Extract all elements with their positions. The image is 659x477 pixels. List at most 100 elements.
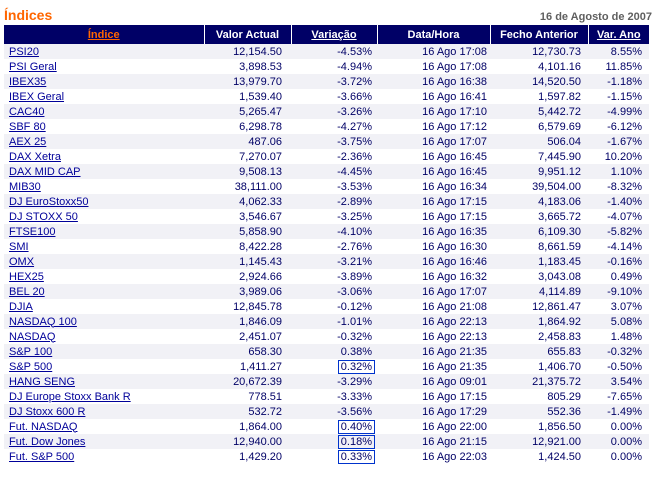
- column-header-var-ano: Var. Ano: [587, 25, 649, 44]
- prev-close-cell: 3,043.08: [490, 269, 588, 284]
- index-link[interactable]: PSI20: [9, 45, 39, 58]
- index-link[interactable]: DJ STOXX 50: [9, 210, 78, 223]
- current-value-cell: 5,265.47: [204, 104, 291, 119]
- prev-close-cell: 14,520.50: [490, 74, 588, 89]
- index-link[interactable]: FTSE100: [9, 225, 56, 238]
- current-value-cell: 1,539.40: [204, 89, 291, 104]
- table-row: IBEX35 13,979.70 -3.72% 16 Ago 16:38 14,…: [4, 74, 649, 89]
- prev-close-cell: 4,183.06: [490, 194, 588, 209]
- datetime-cell: 16 Ago 17:29: [377, 404, 490, 419]
- current-value-cell: 1,145.43: [204, 254, 291, 269]
- index-link[interactable]: DJ Stoxx 600 R: [9, 405, 86, 418]
- ytd-change-cell: 11.85%: [588, 59, 649, 74]
- sort-link-variacao[interactable]: Variação: [311, 28, 357, 41]
- column-header-fecho-anterior: Fecho Anterior: [489, 25, 588, 44]
- ytd-change-cell: 8.55%: [588, 44, 649, 59]
- index-link[interactable]: IBEX35: [9, 75, 47, 88]
- index-link[interactable]: Fut. NASDAQ: [9, 420, 78, 433]
- prev-close-cell: 8,661.59: [490, 239, 588, 254]
- prev-close-cell: 655.83: [490, 344, 588, 359]
- current-value-cell: 6,298.78: [204, 119, 291, 134]
- index-link[interactable]: NASDAQ: [9, 330, 56, 343]
- index-link[interactable]: BEL 20: [9, 285, 45, 298]
- index-link[interactable]: MIB30: [9, 180, 41, 193]
- table-row: Fut. NASDAQ 1,864.00 0.40% 16 Ago 22:00 …: [4, 419, 649, 434]
- column-header-valor-actual: Valor Actual: [203, 25, 291, 44]
- change-value: -3.06%: [337, 285, 372, 298]
- change-value: -3.66%: [337, 90, 372, 103]
- datetime-cell: 16 Ago 22:13: [377, 329, 490, 344]
- ytd-change-cell: 0.00%: [588, 449, 649, 464]
- ytd-change-cell: 10.20%: [588, 149, 649, 164]
- prev-close-cell: 12,861.47: [490, 299, 588, 314]
- ytd-change-cell: 0.49%: [588, 269, 649, 284]
- index-link[interactable]: HANG SENG: [9, 375, 76, 388]
- column-header-variacao: Variação: [290, 25, 377, 44]
- index-link[interactable]: SMI: [9, 240, 29, 253]
- prev-close-cell: 4,114.89: [490, 284, 588, 299]
- index-link[interactable]: CAC40: [9, 105, 45, 118]
- index-link[interactable]: Fut. Dow Jones: [9, 435, 86, 448]
- index-link[interactable]: SBF 80: [9, 120, 46, 133]
- prev-close-cell: 552.36: [490, 404, 588, 419]
- indices-table: Índice Valor Actual Variação Data/Hora F…: [4, 25, 649, 464]
- ytd-change-cell: -1.67%: [588, 134, 649, 149]
- index-link[interactable]: S&P 500: [9, 360, 53, 373]
- ytd-change-cell: -8.32%: [588, 179, 649, 194]
- datetime-cell: 16 Ago 17:15: [377, 209, 490, 224]
- change-value: -3.26%: [337, 105, 372, 118]
- index-link[interactable]: DJIA: [9, 300, 33, 313]
- table-row: DJ STOXX 50 3,546.67 -3.25% 16 Ago 17:15…: [4, 209, 649, 224]
- index-link[interactable]: OMX: [9, 255, 35, 268]
- prev-close-cell: 4,101.16: [490, 59, 588, 74]
- table-row: DJ EuroStoxx50 4,062.33 -2.89% 16 Ago 17…: [4, 194, 649, 209]
- index-link[interactable]: DJ Europe Stoxx Bank R: [9, 390, 131, 403]
- change-value: -1.01%: [337, 315, 372, 328]
- index-link[interactable]: IBEX Geral: [9, 90, 65, 103]
- index-link[interactable]: DAX MID CAP: [9, 165, 81, 178]
- change-value: -3.56%: [337, 405, 372, 418]
- sort-link-indice[interactable]: Índice: [87, 28, 120, 41]
- ytd-change-cell: 3.07%: [588, 299, 649, 314]
- prev-close-cell: 805.29: [490, 389, 588, 404]
- index-link[interactable]: DAX Xetra: [9, 150, 61, 163]
- prev-close-cell: 1,424.50: [490, 449, 588, 464]
- table-row: S&P 100 658.30 0.38% 16 Ago 21:35 655.83…: [4, 344, 649, 359]
- current-value-cell: 8,422.28: [204, 239, 291, 254]
- index-link[interactable]: PSI Geral: [9, 60, 57, 73]
- index-link[interactable]: HEX25: [9, 270, 44, 283]
- ytd-change-cell: -1.49%: [588, 404, 649, 419]
- table-row: DJ Stoxx 600 R 532.72 -3.56% 16 Ago 17:2…: [4, 404, 649, 419]
- index-link[interactable]: DJ EuroStoxx50: [9, 195, 89, 208]
- table-header-row: Índice Valor Actual Variação Data/Hora F…: [4, 25, 649, 44]
- datetime-cell: 16 Ago 21:35: [377, 359, 490, 374]
- page-header: Índices 16 de Agosto de 2007: [4, 3, 654, 23]
- sort-link-var-ano[interactable]: Var. Ano: [596, 28, 641, 41]
- index-link[interactable]: S&P 100: [9, 345, 53, 358]
- ytd-change-cell: -0.16%: [588, 254, 649, 269]
- table-row: Fut. S&P 500 1,429.20 0.33% 16 Ago 22:03…: [4, 449, 649, 464]
- indices-table-body: PSI20 12,154.50 -4.53% 16 Ago 17:08 12,7…: [4, 44, 649, 464]
- table-row: AEX 25 487.06 -3.75% 16 Ago 17:07 506.04…: [4, 134, 649, 149]
- change-value: -3.53%: [337, 180, 372, 193]
- ytd-change-cell: 1.10%: [588, 164, 649, 179]
- change-value: -3.72%: [337, 75, 372, 88]
- datetime-cell: 16 Ago 16:45: [377, 149, 490, 164]
- change-value: -0.32%: [337, 330, 372, 343]
- change-value: -3.75%: [337, 135, 372, 148]
- index-link[interactable]: NASDAQ 100: [9, 315, 77, 328]
- column-header-data-hora: Data/Hora: [376, 25, 490, 44]
- current-value-cell: 3,989.06: [204, 284, 291, 299]
- index-link[interactable]: AEX 25: [9, 135, 47, 148]
- prev-close-cell: 6,579.69: [490, 119, 588, 134]
- current-value-cell: 5,858.90: [204, 224, 291, 239]
- change-value: -3.21%: [337, 255, 372, 268]
- index-link[interactable]: Fut. S&P 500: [9, 450, 75, 463]
- ytd-change-cell: -4.99%: [588, 104, 649, 119]
- datetime-cell: 16 Ago 22:13: [377, 314, 490, 329]
- datetime-cell: 16 Ago 16:32: [377, 269, 490, 284]
- change-value: -4.53%: [337, 45, 372, 58]
- change-value: -2.89%: [337, 195, 372, 208]
- page-container: Índices 16 de Agosto de 2007 Índice Valo…: [4, 3, 654, 464]
- change-value: -4.45%: [337, 165, 372, 178]
